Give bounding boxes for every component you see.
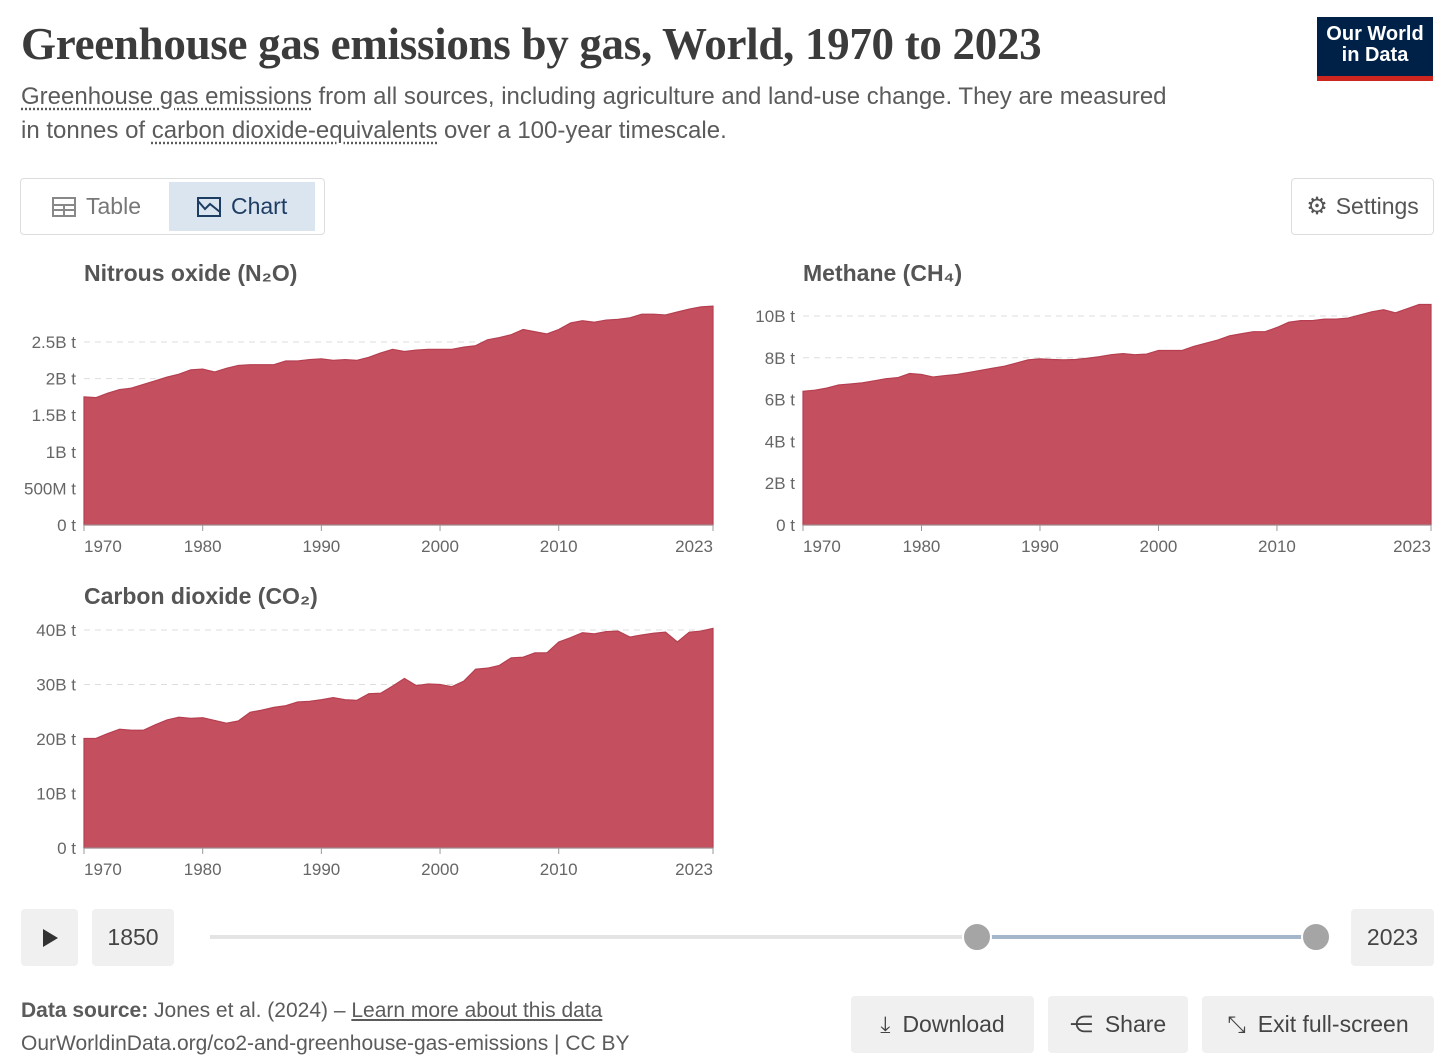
play-button[interactable] (21, 909, 78, 966)
x-tick-label: 1970 (84, 860, 122, 879)
area-series (83, 305, 714, 526)
view-tabs: Table Chart (20, 178, 325, 235)
y-tick-label: 2B t (765, 474, 796, 493)
owid-logo[interactable]: Our World in Data (1317, 17, 1433, 81)
chart-title-co2: Carbon dioxide (CO₂) (84, 583, 318, 609)
y-tick-label: 40B t (36, 621, 76, 640)
timeline-track[interactable] (210, 935, 1316, 939)
x-tick-label: 2000 (1140, 537, 1178, 556)
download-icon: ⤓ (880, 1011, 891, 1037)
subtitle: Greenhouse gas emissions from all source… (21, 80, 1171, 148)
x-tick-label: 1970 (84, 537, 122, 556)
table-icon (52, 196, 76, 217)
area-series (802, 303, 1432, 526)
tab-label: Table (86, 193, 141, 219)
x-tick-label: 1980 (903, 537, 941, 556)
y-tick-label: 1.5B t (32, 406, 77, 425)
area-series (83, 627, 714, 849)
x-tick-label: 2000 (421, 860, 459, 879)
timeline-end-handle[interactable] (1301, 922, 1331, 952)
share-button[interactable]: ⋲ Share (1048, 996, 1188, 1053)
chart-title-ch4: Methane (CH₄) (803, 260, 963, 286)
x-tick-label: 1990 (302, 537, 340, 556)
x-tick-label: 2010 (1258, 537, 1296, 556)
y-tick-label: 10B t (755, 307, 795, 326)
end-year-label: 2023 (1351, 909, 1434, 966)
share-icon: ⋲ (1069, 1011, 1093, 1037)
exit-fullscreen-button[interactable]: ⤡ Exit full-screen (1202, 996, 1434, 1053)
exit-fullscreen-icon: ⤡ (1227, 1011, 1246, 1037)
y-tick-label: 0 t (57, 839, 76, 858)
y-tick-label: 2B t (46, 370, 77, 389)
x-tick-label: 1970 (803, 537, 841, 556)
subtitle-text: from all sources, including agriculture … (21, 83, 1167, 144)
gear-icon: ⚙ (1306, 193, 1328, 220)
y-tick-label: 30B t (36, 676, 76, 695)
source-label: Data source: (21, 999, 149, 1022)
tab-label: Chart (230, 193, 288, 219)
source-url[interactable]: OurWorldinData.org/co2-and-greenhouse-ga… (21, 1032, 630, 1055)
x-tick-label: 2023 (675, 860, 713, 879)
chart-icon (196, 196, 221, 217)
x-tick-label: 2010 (540, 860, 578, 879)
y-tick-label: 0 t (57, 516, 76, 535)
x-tick-label: 1980 (184, 537, 222, 556)
x-tick-label: 2010 (540, 537, 578, 556)
y-tick-label: 500M t (24, 479, 76, 498)
y-tick-label: 4B t (765, 432, 796, 451)
y-tick-label: 6B t (765, 391, 796, 410)
start-year-label: 1850 (92, 909, 174, 966)
source-info: Data source: Jones et al. (2024) – Learn… (21, 994, 630, 1060)
settings-label: Settings (1335, 193, 1419, 219)
share-label: Share (1104, 1011, 1167, 1037)
tab-table[interactable]: Table (24, 182, 169, 231)
x-tick-label: 1990 (1021, 537, 1059, 556)
download-button[interactable]: ⤓ Download (851, 996, 1034, 1053)
x-tick-label: 1980 (184, 860, 222, 879)
exit-label: Exit full-screen (1257, 1011, 1409, 1037)
x-tick-label: 1990 (302, 860, 340, 879)
source-text: Jones et al. (2024) – (148, 999, 352, 1022)
play-icon (42, 928, 58, 947)
subtitle-text: over a 100-year timescale. (437, 117, 727, 144)
page-title: Greenhouse gas emissions by gas, World, … (21, 19, 1042, 69)
y-tick-label: 0 t (776, 516, 795, 535)
charts-svg: 0 t 500M t 1B t 1.5B t 2B t 2.5B t 1970 1980 199… (24, 303, 1432, 879)
y-tick-label: 20B t (36, 730, 76, 749)
learn-more-link[interactable]: Learn more about this data (351, 999, 603, 1022)
chart-title-n2o: Nitrous oxide (N₂O) (84, 260, 298, 286)
download-label: Download (902, 1011, 1005, 1037)
y-tick-label: 8B t (765, 349, 796, 368)
timeline-start-handle[interactable] (962, 922, 993, 952)
logo-text: Our World in Data (1326, 23, 1424, 66)
y-tick-label: 2.5B t (32, 333, 77, 352)
settings-button[interactable]: ⚙ Settings (1291, 178, 1434, 235)
x-tick-label: 2023 (675, 537, 713, 556)
co2eq-link[interactable]: carbon dioxide-equivalents (151, 117, 438, 144)
timeline-range (977, 935, 1316, 939)
y-tick-label: 10B t (36, 785, 76, 804)
x-tick-label: 2000 (421, 537, 459, 556)
tab-chart[interactable]: Chart (168, 182, 316, 231)
y-tick-label: 1B t (46, 443, 77, 462)
ghg-link[interactable]: Greenhouse gas emissions (21, 83, 312, 110)
x-tick-label: 2023 (1393, 537, 1431, 556)
